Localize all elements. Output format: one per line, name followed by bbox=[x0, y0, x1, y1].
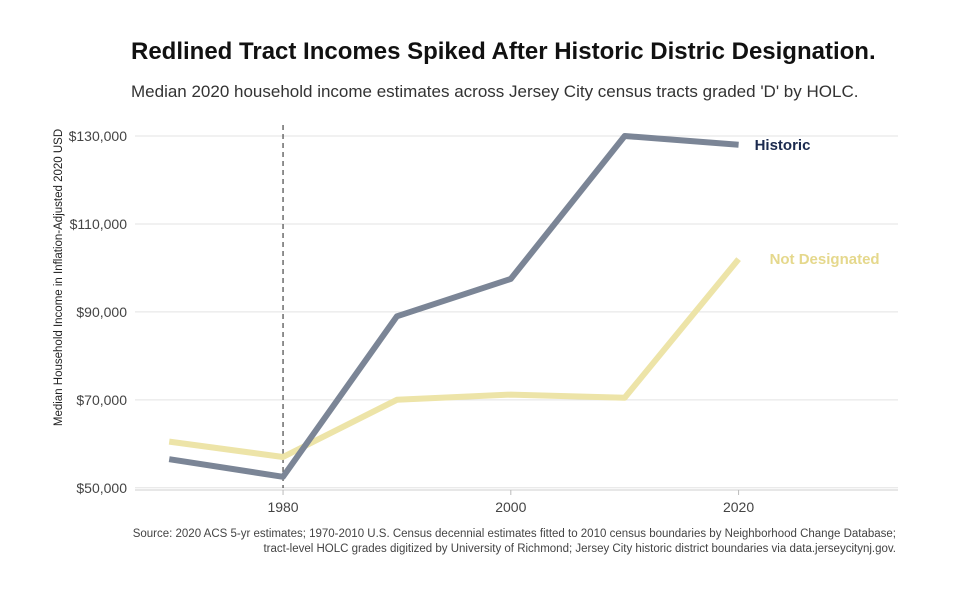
series-labels: Historic Not Designated bbox=[755, 137, 880, 268]
y-tick-label: $70,000 bbox=[76, 392, 127, 408]
x-tick-label: 2000 bbox=[495, 499, 526, 515]
source-caption-line-2: tract-level HOLC grades digitized by Uni… bbox=[263, 543, 896, 555]
series-line-historic bbox=[168, 133, 739, 480]
chart-subtitle: Median 2020 household income estimates a… bbox=[131, 82, 859, 101]
y-axis-title: Median Household Income in Inflation-Adj… bbox=[53, 129, 65, 426]
y-tick-label: $50,000 bbox=[76, 480, 127, 496]
y-tick-label: $130,000 bbox=[69, 128, 128, 144]
y-tick-label: $90,000 bbox=[76, 304, 127, 320]
source-caption: Source: 2020 ACS 5-yr estimates; 1970-20… bbox=[133, 527, 896, 557]
series-label-not-designated: Not Designated bbox=[770, 251, 880, 268]
x-tick-label: 1980 bbox=[267, 499, 298, 515]
source-caption-line-1: Source: 2020 ACS 5-yr estimates; 1970-20… bbox=[132, 528, 896, 540]
x-tick-label: 2020 bbox=[723, 499, 754, 515]
series-line-not-designated bbox=[168, 257, 741, 460]
axes: $50,000 $70,000 $90,000 $110,000 $130,000 198… bbox=[53, 125, 898, 515]
y-tick-label: $110,000 bbox=[70, 216, 128, 232]
series-label-historic: Historic bbox=[755, 137, 811, 154]
gridlines bbox=[135, 135, 898, 489]
series-lines bbox=[168, 133, 741, 480]
chart-title: Redlined Tract Incomes Spiked After Hist… bbox=[131, 38, 876, 65]
